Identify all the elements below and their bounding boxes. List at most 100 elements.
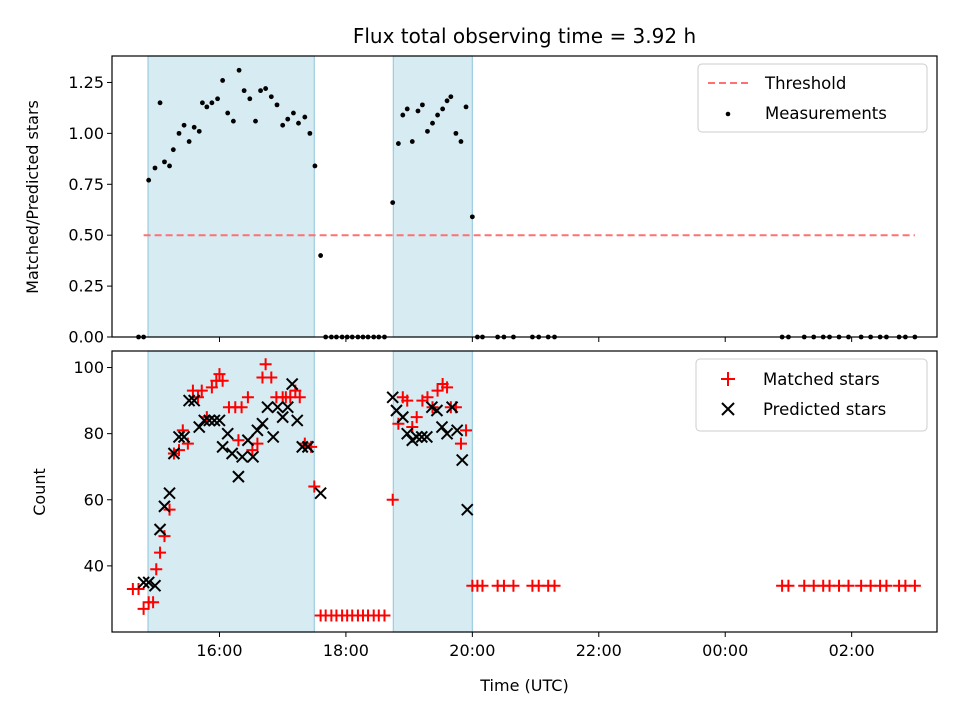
measurements-point: [307, 130, 313, 136]
y-tick-label: 80: [84, 424, 104, 443]
matched-stars-point: [454, 437, 467, 450]
predicted-stars-point: [241, 434, 255, 447]
bottom-legend: Matched stars Predicted stars: [695, 358, 928, 432]
predicted-stars-point: [203, 414, 216, 427]
threshold-legend-label: Threshold: [764, 74, 846, 93]
measurements-point: [247, 96, 253, 102]
y-tick-label: 0.00: [68, 328, 104, 347]
measurements-point: [215, 96, 220, 102]
x-tick-label: 02:00: [829, 641, 875, 660]
measurements-point: [440, 106, 446, 112]
measurements-point: [318, 253, 324, 258]
matched-stars-point: [293, 391, 306, 404]
predicted-stars-point: [461, 503, 474, 516]
measurements-point: [220, 78, 226, 83]
measurements-point: [453, 130, 459, 136]
predicted-stars-point: [266, 430, 280, 444]
matched-stars-point: [158, 530, 171, 543]
matched-stars-point: [406, 421, 419, 434]
y-tick-label: 0.75: [68, 175, 104, 194]
measurements-point: [241, 88, 247, 94]
predicted-stars-point: [208, 414, 221, 427]
predicted-stars-point: [236, 450, 249, 463]
predicted-stars-point: [158, 500, 171, 513]
predicted-stars-point: [251, 424, 264, 437]
measurements-point: [181, 122, 187, 128]
predicted-stars-point: [281, 400, 294, 414]
x-tick-label: 16:00: [196, 641, 242, 660]
predicted-stars-point: [225, 447, 239, 460]
measurements-point: [209, 100, 215, 106]
y-tick-label: 0.25: [68, 277, 104, 296]
matched-stars-point: [251, 437, 264, 450]
predicted-stars-point: [420, 430, 434, 444]
chart-title: Flux total observing time = 3.92 h: [353, 24, 696, 48]
matched-stars-point: [476, 579, 489, 592]
measurements-point: [162, 159, 167, 165]
matched-stars-point: [548, 579, 561, 592]
y-tick-label: 0.50: [68, 226, 104, 245]
matched-stars-point: [421, 391, 434, 404]
x-tick-label: 18:00: [323, 641, 369, 660]
measurements-point: [312, 163, 318, 169]
measurements-point: [285, 116, 291, 122]
y-tick-label: 40: [84, 556, 104, 575]
measurements-point: [268, 94, 274, 100]
predicted-stars-point: [216, 440, 229, 454]
measurements-point: [415, 108, 421, 114]
predicted-stars-point: [296, 440, 309, 454]
predicted-stars-point: [410, 430, 423, 444]
predicted-stars-point: [246, 450, 260, 463]
matched-stars-point: [246, 444, 259, 457]
predicted-stars-point: [450, 424, 464, 437]
measurements-point: [280, 122, 286, 128]
predicted-stars-point: [261, 400, 274, 414]
top-legend-box: [697, 63, 928, 133]
top-panel: 0.00 0.25 0.50 0.75 1.00 1.25 Flux total obse…: [23, 24, 938, 347]
matched-stars-point: [308, 480, 321, 493]
measurements-point: [296, 120, 301, 126]
measurements-point: [225, 110, 231, 116]
y-tick-label: 100: [73, 358, 104, 377]
measurements-point: [404, 106, 410, 112]
measurements-point: [400, 112, 406, 118]
measurements-point: [458, 139, 464, 144]
predicted-stars-point: [415, 430, 428, 444]
top-axes-frame: [111, 55, 938, 338]
predicted-stars-point: [182, 394, 196, 407]
matched-stars-point: [259, 358, 272, 371]
predicted-stars-point: [172, 430, 186, 444]
matched-stars-point: [213, 368, 226, 381]
predicted-stars-point: [285, 377, 299, 391]
measurements-point: [274, 102, 280, 108]
predicted-stars-point: [386, 391, 399, 404]
matched-stars-point: [880, 579, 893, 592]
observing-window-1: [147, 55, 315, 338]
matched-stars-point: [163, 503, 176, 516]
x-tick-label: 22:00: [576, 641, 622, 660]
measurements-point: [390, 200, 396, 206]
x-axis-label: Time (UTC): [479, 676, 568, 695]
predicted-stars-point: [256, 417, 269, 430]
measurements-point: [204, 104, 210, 110]
measurements-point: [409, 139, 415, 144]
bottom-series: [126, 358, 921, 622]
matched-stars-point: [154, 546, 167, 559]
bottom-y-ticks: 40 60 80 100: [73, 358, 112, 575]
predicted-stars-point: [167, 447, 181, 460]
predicted-stars-point: [456, 453, 469, 467]
predicted-stars-point: [148, 579, 162, 592]
measurements-point: [167, 163, 172, 169]
predicted-stars-point: [301, 440, 315, 454]
predicted-stars-point: [276, 410, 289, 424]
matched-stars-point: [782, 579, 795, 592]
matched-stars-point: [378, 609, 391, 622]
predicted-stars-point: [187, 394, 201, 407]
predicted-stars-point: [142, 576, 155, 589]
top-x-ticks: [218, 337, 853, 342]
matched-stars-legend-swatch: [721, 372, 735, 386]
predicted-stars-point: [291, 414, 304, 427]
measurements-point: [146, 177, 152, 183]
matched-stars-point: [232, 434, 245, 447]
matched-stars-point: [147, 596, 160, 609]
